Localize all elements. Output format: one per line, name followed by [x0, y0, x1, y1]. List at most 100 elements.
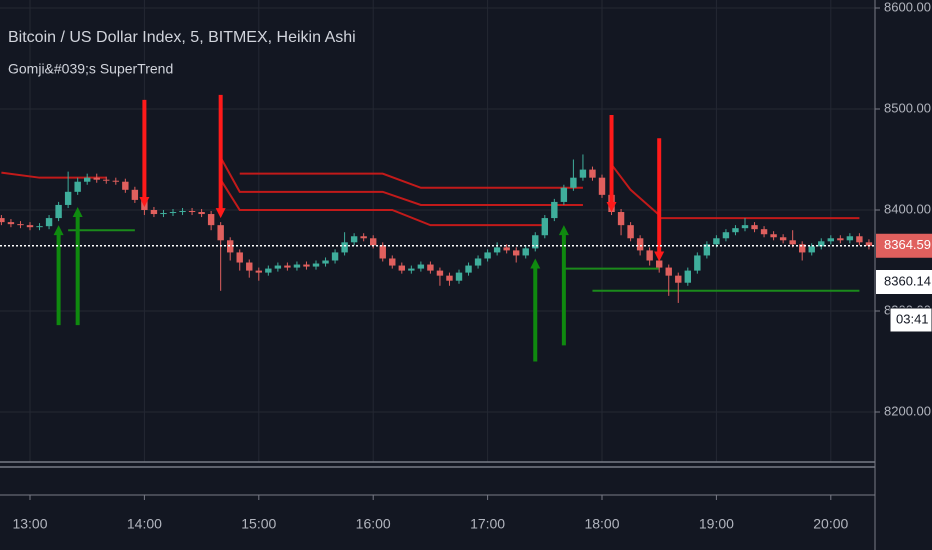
- candle-body: [331, 252, 339, 261]
- candle-body: [84, 177, 91, 182]
- candle-body: [818, 241, 825, 247]
- x-tick-label: 13:00: [12, 516, 47, 532]
- candle-body: [665, 267, 672, 276]
- candle-body: [255, 270, 262, 273]
- candle-body: [265, 268, 272, 273]
- candle-body: [532, 235, 539, 249]
- candle-body: [579, 169, 587, 178]
- candle-body: [103, 179, 110, 181]
- candle-body: [284, 265, 291, 268]
- candle-body: [198, 212, 205, 215]
- candle-body: [246, 262, 253, 271]
- candle-body: [160, 213, 167, 215]
- y-tick-label: 8200.00: [884, 403, 931, 418]
- candle-body: [303, 264, 310, 267]
- candle-body: [55, 204, 62, 219]
- candle-body: [799, 244, 806, 253]
- candle-body: [808, 246, 815, 253]
- candle-body: [722, 232, 730, 239]
- candle-body: [522, 248, 529, 256]
- candle-body: [188, 211, 196, 213]
- signal-arrow-head: [654, 251, 665, 262]
- candle-body: [398, 265, 405, 271]
- x-tick-label: 14:00: [127, 516, 162, 532]
- candle-body: [7, 222, 15, 225]
- candle-body: [760, 229, 768, 235]
- candle-body: [26, 225, 34, 228]
- candle-body: [17, 224, 24, 226]
- candle-body: [322, 260, 329, 264]
- countdown-label: 03:41: [896, 311, 929, 326]
- candle-body: [846, 236, 854, 241]
- candle-body: [36, 226, 43, 228]
- candle-body: [560, 187, 568, 202]
- indicator-name: Gomji&#039;s SuperTrend: [8, 61, 173, 77]
- candle-body: [617, 212, 625, 226]
- candle-body: [570, 177, 577, 188]
- candle-body: [856, 236, 863, 243]
- axes: 8200.008300.008400.008500.008600.0013:00…: [12, 0, 932, 532]
- candle-body: [45, 218, 53, 227]
- candle-body: [408, 268, 415, 271]
- candle-body: [64, 191, 72, 205]
- signal-arrow-head: [606, 202, 617, 213]
- candle-body: [122, 181, 129, 190]
- candle-body: [274, 265, 282, 269]
- candle-body: [350, 236, 358, 243]
- candle-body: [513, 250, 520, 256]
- candle-body: [236, 252, 243, 263]
- signal-arrow-head: [530, 258, 541, 269]
- signal-arrow-head: [53, 225, 64, 236]
- signal-arrow-head: [558, 225, 569, 236]
- supertrend-line: [219, 179, 545, 227]
- candle-body: [150, 210, 158, 215]
- candle-body: [503, 247, 510, 251]
- candle-body: [827, 238, 834, 242]
- candle-body: [227, 240, 234, 253]
- candle-body: [627, 225, 634, 239]
- supertrend-line: [610, 163, 660, 216]
- candle-body: [446, 275, 453, 281]
- candle-body: [93, 177, 100, 180]
- candle-body: [741, 225, 749, 229]
- candle-body: [455, 272, 463, 281]
- candle-body: [484, 252, 491, 259]
- x-tick-label: 16:00: [356, 516, 391, 532]
- last-price-box: [876, 233, 932, 258]
- candle-body: [417, 264, 425, 269]
- candle-body: [713, 238, 720, 245]
- candle-body: [703, 244, 711, 256]
- last-price-label: 8364.59: [884, 237, 931, 252]
- candle-body: [589, 169, 596, 178]
- candle-body: [789, 240, 796, 245]
- candle-body: [74, 181, 81, 192]
- y-tick-label: 8600.00: [884, 0, 931, 14]
- x-tick-label: 20:00: [813, 516, 848, 532]
- y-tick-label: 8400.00: [884, 201, 931, 216]
- candle-body: [217, 225, 224, 241]
- candle-body: [598, 177, 606, 195]
- candle-body: [646, 250, 653, 261]
- candle-body: [370, 238, 377, 246]
- candle-body: [169, 212, 177, 214]
- candle-body: [427, 264, 434, 271]
- indicator-price-box: [876, 270, 932, 294]
- x-tick-label: 15:00: [241, 516, 276, 532]
- chart-title: Bitcoin / US Dollar Index, 5, BITMEX, He…: [8, 29, 356, 46]
- candle-body: [837, 238, 844, 241]
- candle-body: [493, 247, 501, 253]
- candle-body: [694, 255, 701, 271]
- candle-body: [312, 263, 320, 267]
- candle-body: [341, 242, 348, 253]
- candle-body: [131, 189, 139, 200]
- supertrend-line: [219, 156, 860, 220]
- candle-body: [0, 218, 5, 223]
- candle-body: [541, 218, 548, 236]
- candle-body: [675, 275, 682, 283]
- candle-body: [656, 260, 663, 268]
- signal-arrow-head: [139, 196, 150, 207]
- candle-body: [389, 258, 396, 266]
- x-tick-label: 17:00: [470, 516, 505, 532]
